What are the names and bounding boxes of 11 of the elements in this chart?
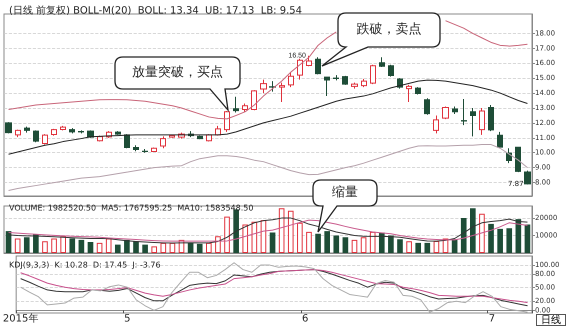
chart-title: (日线 前复权) BOLL-M(20) BOLL: 13.34 UB: 17.13 LB: 9.54 — [9, 4, 302, 16]
x-tick-label: 7 — [488, 314, 496, 324]
text: KDJ(9,3,3) K: 10.28 D: 17.45 J: -3.76 — [9, 260, 161, 270]
x-tick-label: 5 — [124, 314, 131, 324]
annotation: 放量突破，买点 — [131, 65, 224, 81]
text: 日线 — [536, 314, 566, 326]
x-tick-label: 6 — [302, 314, 308, 324]
chart-title: VOLUME: 1982520.50 MA5: 1767595.25 MA10: 1583548.50 — [9, 204, 254, 212]
annotation: 缩量 — [331, 185, 359, 201]
x-tick-label: 2015年 — [2, 312, 38, 324]
annotation: 跌破，卖点 — [356, 22, 422, 38]
